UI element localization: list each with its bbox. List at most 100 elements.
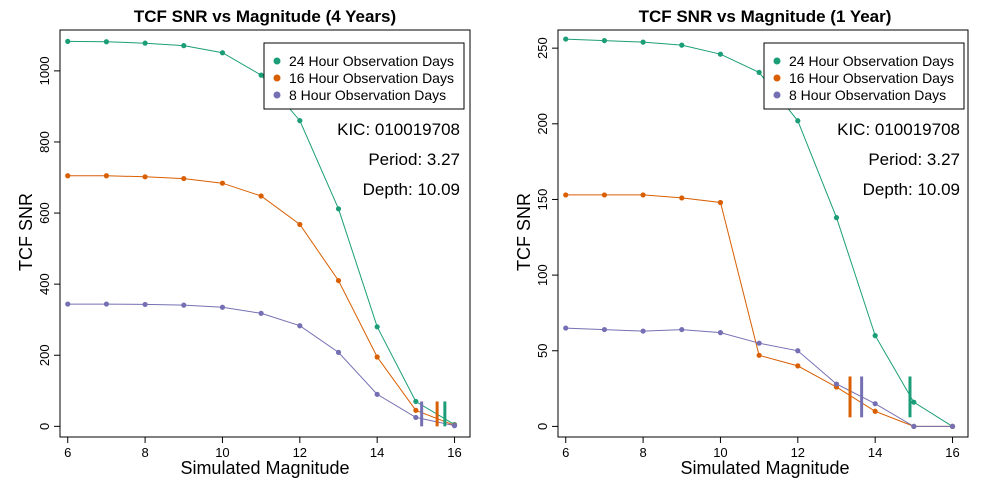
data-point: [717, 330, 724, 336]
y-tick-label: 400: [37, 273, 52, 295]
data-point: [335, 277, 342, 284]
x-axis-label: Simulated Magnitude: [180, 458, 349, 478]
legend-marker-8h: [273, 91, 281, 99]
data-point: [795, 118, 801, 124]
y-tick-label: 0: [37, 423, 52, 430]
data-point: [413, 398, 419, 405]
data-point: [374, 324, 380, 330]
y-tick-label: 200: [37, 344, 52, 366]
series-line-s16: [67, 175, 455, 426]
x-axis-label: Simulated Magnitude: [680, 458, 849, 478]
data-point: [911, 423, 917, 430]
data-point: [717, 51, 724, 57]
data-point: [601, 192, 608, 198]
annotation-kic: KIC: 010019708: [337, 120, 460, 139]
data-point: [219, 50, 226, 56]
x-tick-label: 6: [64, 445, 71, 460]
x-tick-label: 6: [562, 445, 569, 460]
y-tick-label: 0: [535, 423, 550, 430]
x-tick-label: 8: [141, 445, 148, 460]
data-point: [335, 349, 342, 356]
x-tick-label: 14: [370, 445, 384, 460]
data-point: [679, 42, 685, 48]
plot-frame: [557, 29, 969, 438]
legend-marker-24h: [773, 57, 781, 65]
chart-legend: 24 Hour Observation Days 16 Hour Observa…: [763, 42, 965, 110]
y-axis-label: TCF SNR: [16, 193, 36, 271]
data-point: [756, 340, 762, 346]
x-tick-label: 8: [639, 445, 646, 460]
data-point: [142, 40, 148, 46]
legend-box: [263, 42, 465, 110]
legend-label-16h: 16 Hour Observation Days: [789, 70, 954, 86]
legend-marker-8h: [773, 91, 781, 99]
data-point: [103, 173, 110, 179]
data-point: [833, 381, 840, 387]
x-tick-label: 10: [215, 445, 229, 460]
data-point: [756, 69, 762, 75]
data-point: [563, 36, 569, 42]
data-point: [142, 301, 148, 308]
data-point: [563, 325, 569, 331]
x-tick-label: 12: [293, 445, 307, 460]
y-axis-label: TCF SNR: [514, 193, 534, 271]
chart-title: TCF SNR vs Magnitude (4 Years): [134, 7, 396, 26]
legend-marker-16h: [273, 74, 281, 82]
plot-area: 6 8 10 12 14 16 0 50 100 150 200 250: [535, 29, 969, 460]
data-point: [756, 352, 762, 358]
data-point: [601, 37, 608, 44]
data-point: [258, 72, 264, 78]
x-tick-label: 16: [945, 445, 959, 460]
data-point: [258, 193, 264, 199]
plot-area: 6 8 10 12 14 16 0 200 400 600 800 1000: [37, 29, 471, 460]
legend-marker-24h: [273, 57, 281, 65]
legend-label-24h: 24 Hour Observation Days: [289, 53, 454, 69]
data-point: [872, 408, 878, 414]
data-point: [795, 363, 801, 369]
data-point: [335, 206, 342, 212]
data-point: [601, 326, 608, 333]
annotation-depth: Depth: 10.09: [863, 180, 960, 199]
data-point: [413, 414, 419, 421]
data-point: [181, 43, 187, 49]
data-point: [679, 195, 685, 201]
data-point: [563, 192, 569, 198]
data-point: [258, 310, 264, 316]
chart-panel-1-year: TCF SNR vs Magnitude (1 Year) Simulated …: [514, 7, 969, 478]
legend-marker-16h: [773, 74, 781, 82]
data-point: [142, 174, 148, 180]
y-tick-label: 800: [37, 131, 52, 153]
data-point: [65, 301, 71, 307]
data-point: [413, 407, 419, 413]
y-tick-label: 100: [535, 264, 550, 286]
data-point: [374, 354, 380, 360]
x-tick-label: 10: [713, 445, 727, 460]
annotation-period: Period: 3.27: [868, 150, 960, 169]
data-point: [717, 199, 724, 206]
data-point: [949, 423, 956, 430]
x-tick-label: 14: [868, 445, 882, 460]
data-point: [65, 38, 71, 44]
series-line-s16: [565, 194, 953, 427]
legend-label-8h: 8 Hour Observation Days: [789, 87, 946, 103]
data-point: [219, 304, 226, 310]
data-point: [833, 215, 840, 221]
y-tick-label: 250: [535, 37, 550, 59]
plot-frame: [59, 29, 471, 438]
data-point: [640, 328, 646, 334]
data-point: [297, 323, 303, 329]
annotation-period: Period: 3.27: [368, 150, 460, 169]
data-point: [640, 192, 646, 198]
x-tick-label: 16: [447, 445, 461, 460]
data-point: [103, 39, 110, 45]
x-tick-label: 12: [791, 445, 805, 460]
data-point: [451, 423, 458, 429]
data-point: [219, 180, 226, 186]
data-point: [640, 39, 646, 45]
y-tick-label: 1000: [37, 56, 52, 85]
data-point: [679, 326, 685, 333]
data-point: [795, 348, 801, 354]
data-point: [103, 301, 110, 307]
